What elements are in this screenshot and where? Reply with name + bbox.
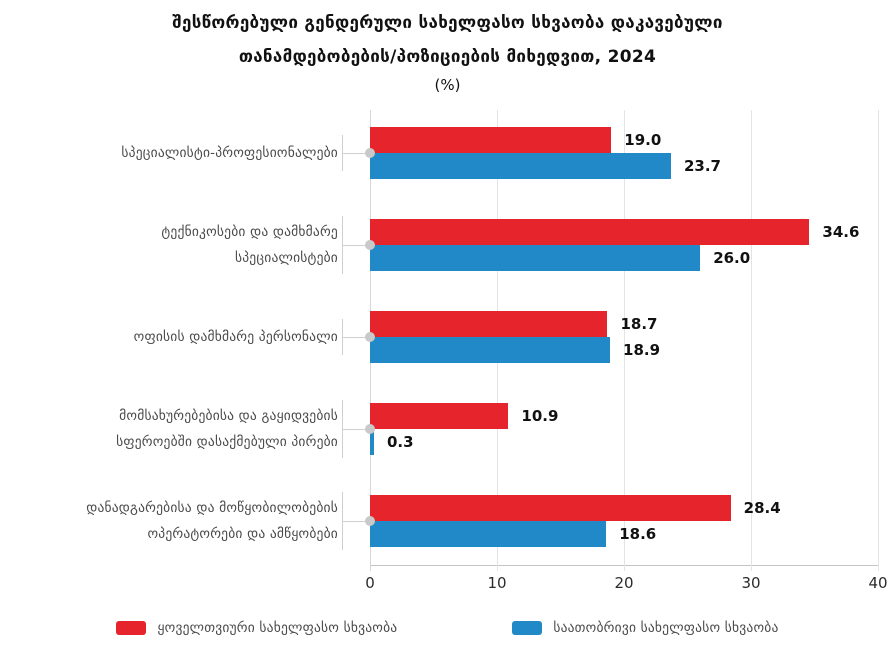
bar-hourly-1 <box>370 244 701 271</box>
axis-dot-0 <box>365 147 375 158</box>
x-tick-label-10: 10 <box>487 574 507 592</box>
label-connector-1 <box>342 244 366 246</box>
value-label-monthly-4: 28.4 <box>743 499 781 517</box>
category-label-line: სპეციალისტი-პროფესიონალები <box>121 144 338 161</box>
chart-title: შესწორებული გენდერული სახელფასო სხვაობა … <box>0 6 895 74</box>
chart-title-line1: შესწორებული გენდერული სახელფასო სხვაობა … <box>172 13 723 33</box>
value-label-monthly-3: 10.9 <box>521 406 559 425</box>
value-label-hourly-3: 0.3 <box>387 432 414 451</box>
chart-title-line2: თანამდებობების/პოზიციების მიხედვით, 2024 <box>238 47 657 67</box>
category-label-line: სპეციალისტები <box>235 249 338 266</box>
category-label-line: დანადგარებისა და მოწყობილობების <box>86 500 338 516</box>
bar-hourly-0 <box>370 152 671 179</box>
x-tick-label-30: 30 <box>741 574 761 592</box>
value-label-monthly-0: 19.0 <box>624 130 662 149</box>
bar-monthly-2 <box>370 311 608 337</box>
value-label-hourly-0: 23.7 <box>683 156 721 175</box>
gridline-40 <box>878 110 879 571</box>
value-label-monthly-1: 34.6 <box>822 222 860 241</box>
category-label-3: მომსახურებებისა და გაყიდვების სფეროებში დ… <box>116 403 338 455</box>
label-connector-2 <box>342 337 366 338</box>
category-label-line: ოპერატორები და ამწყობები <box>147 526 338 542</box>
x-tick-label-20: 20 <box>614 574 634 592</box>
category-label-line: მომსახურებებისა და გაყიდვების <box>119 407 338 424</box>
legend-swatch-monthly <box>116 621 147 635</box>
plot-area: 0 10 20 30 40 19.0 34.6 18.7 10.9 28.4 23.7 26.0 18.… <box>365 110 888 592</box>
legend-swatch-hourly <box>512 621 543 635</box>
category-label-1: ტექნიკოსები და დამხმარე სპეციალისტები <box>161 219 338 271</box>
bar-hourly-3 <box>370 428 374 455</box>
legend: ყოველთვიური სახელფასო სხვაობა საათობრივი… <box>0 620 895 636</box>
category-label-0: სპეციალისტი-პროფესიონალები <box>121 140 338 166</box>
value-label-hourly-1: 26.0 <box>713 248 751 267</box>
bar-monthly-4 <box>370 495 731 521</box>
axis-dot-2 <box>365 332 375 342</box>
value-label-hourly-4: 18.6 <box>619 525 657 543</box>
x-tick-label-40: 40 <box>868 574 888 592</box>
legend-item-hourly: საათობრივი სახელფასო სხვაობა <box>512 620 778 636</box>
category-label-4: დანადგარებისა და მოწყობილობების ოპერატორე… <box>86 495 338 547</box>
bar-monthly-1 <box>370 218 810 245</box>
bar-monthly-3 <box>370 402 509 429</box>
value-label-hourly-2: 18.9 <box>623 341 661 359</box>
legend-label-monthly: ყოველთვიური სახელფასო სხვაობა <box>157 620 398 636</box>
category-label-line: ტექნიკოსები და დამხმარე <box>161 223 338 240</box>
category-labels: სპეციალისტი-პროფესიონალები ტექნიკოსები და… <box>0 110 375 565</box>
bar-hourly-4 <box>370 521 607 547</box>
category-label-line: სფეროებში დასაქმებული პირები <box>116 433 338 450</box>
axis-dot-1 <box>365 239 375 250</box>
axis-dot-4 <box>365 516 375 526</box>
category-label-line: ოფისის დამხმარე პერსონალი <box>133 329 338 345</box>
legend-item-monthly: ყოველთვიური სახელფასო სხვაობა <box>116 620 397 636</box>
axis-dot-3 <box>365 423 375 434</box>
x-tick-label-0: 0 <box>365 574 375 592</box>
label-connector-4 <box>342 521 366 522</box>
value-label-monthly-2: 18.7 <box>620 315 658 333</box>
label-connector-3 <box>342 428 366 430</box>
legend-label-hourly: საათობრივი სახელფასო სხვაობა <box>553 620 779 636</box>
label-connector-0 <box>342 152 366 154</box>
gridline-30 <box>751 110 752 571</box>
category-label-2: ოფისის დამხმარე პერსონალი <box>134 324 338 350</box>
chart-unit-label: (%) <box>434 76 461 94</box>
gridline-20 <box>624 110 625 571</box>
bar-hourly-2 <box>370 337 611 363</box>
bar-monthly-0 <box>370 126 612 153</box>
